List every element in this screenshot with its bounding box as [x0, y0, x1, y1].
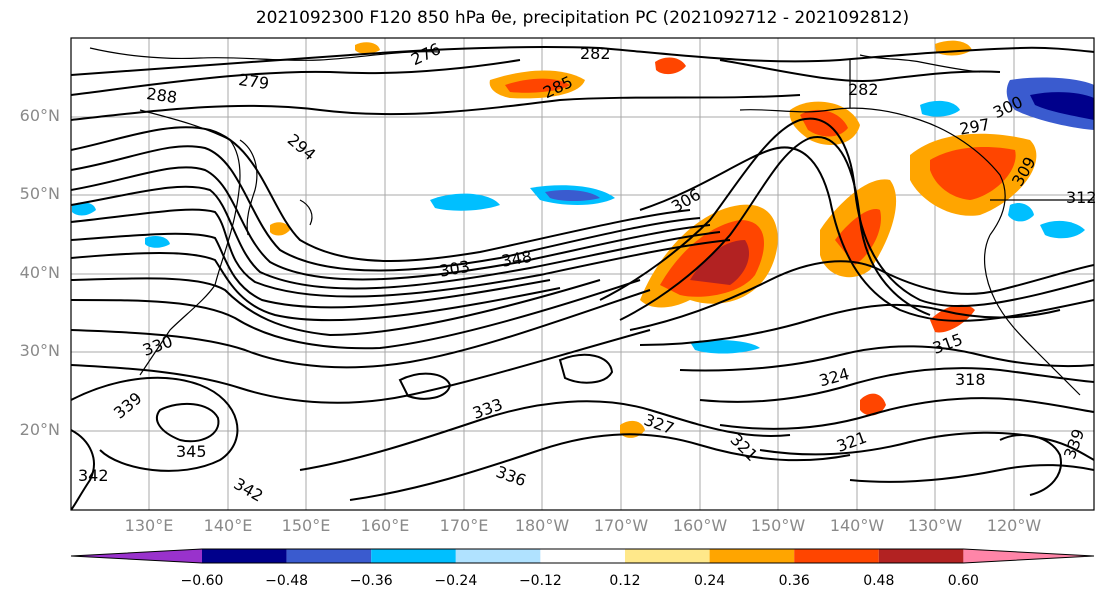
graticule [71, 38, 1094, 510]
lon-label: 150°W [750, 516, 806, 535]
theta-e-contours [71, 46, 1094, 510]
lat-label: 20°N [19, 420, 60, 439]
contour-label: 282 [848, 80, 879, 99]
lat-label: 60°N [19, 106, 60, 125]
colorbar-tick-label: 0.48 [863, 573, 895, 589]
contour-label: 342 [78, 466, 109, 485]
lon-label: 160°E [360, 516, 410, 535]
colorbar-extend-high [963, 549, 1094, 563]
colorbar-tick-label: 0.36 [778, 573, 810, 589]
contour-label: 318 [955, 370, 986, 389]
lon-label: 170°E [439, 516, 489, 535]
colorbar-tick-label: −0.36 [349, 573, 393, 589]
lon-label: 120°W [986, 516, 1042, 535]
map-title: 2021092300 F120 850 hPa θe, precipitatio… [255, 8, 910, 28]
contour-label: 288 [145, 84, 179, 108]
lon-label: 140°E [203, 516, 253, 535]
lon-label: 170°W [593, 516, 649, 535]
coastlines [89, 47, 1094, 396]
lon-label: 130°E [124, 516, 174, 535]
lat-label: 30°N [19, 341, 60, 360]
contour-label: 279 [237, 70, 271, 94]
lat-label: 50°N [19, 184, 60, 203]
lon-label: 180°W [514, 516, 570, 535]
lon-label: 150°E [281, 516, 331, 535]
lon-label: 140°W [829, 516, 885, 535]
colorbar-tick-label: 0.24 [694, 573, 726, 589]
colorbar-tick-label: −0.60 [180, 573, 224, 589]
contour-label: 345 [176, 442, 207, 461]
contour-label: 312 [1066, 188, 1097, 207]
colorbar-tick-label: −0.12 [518, 573, 562, 589]
map-frame [70, 37, 1095, 511]
colorbar-tick-label: 0.60 [947, 573, 979, 589]
colorbar-tick-label: −0.48 [265, 573, 309, 589]
lon-label: 130°W [907, 516, 963, 535]
contour-label: 282 [580, 44, 611, 63]
colorbar-extend-low [71, 549, 202, 563]
colorbar-tick-label: 0.12 [609, 573, 641, 589]
colorbar [70, 548, 1095, 564]
lat-label: 40°N [19, 263, 60, 282]
colorbar-tick-label: −0.24 [434, 573, 478, 589]
lon-label: 160°W [672, 516, 728, 535]
